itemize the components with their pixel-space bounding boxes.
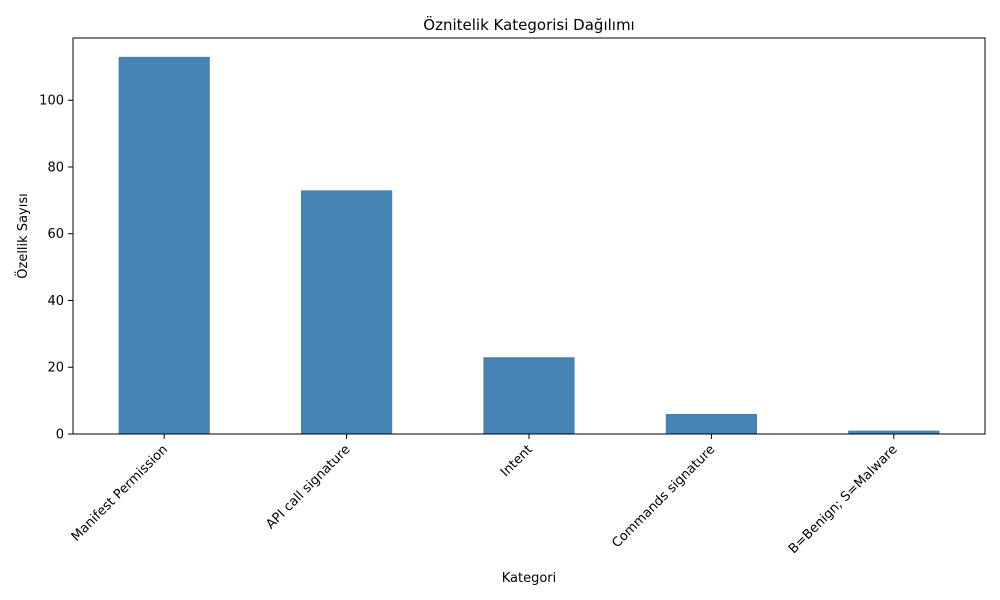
y-tick-label: 60 [47,227,64,242]
y-tick-label: 0 [56,428,64,443]
y-axis-ticks: 0 20 40 60 80 100 [39,94,73,443]
y-tick-label: 20 [47,361,64,376]
plot-frame [72,37,986,435]
x-axis-label: Kategori [502,571,557,586]
y-tick-label: 40 [47,294,64,309]
y-tick-label: 80 [47,160,64,175]
y-tick-label: 100 [39,94,64,109]
bar-4 [848,430,940,434]
bar-3 [665,413,757,434]
y-axis-label: Özellik Sayısı [14,193,31,278]
bar-1 [301,190,393,434]
bar-2 [483,357,575,434]
chart-title: Öznitelik Kategorisi Dağılımı [423,15,634,34]
bar-0 [118,56,210,434]
bars-group [118,56,940,434]
